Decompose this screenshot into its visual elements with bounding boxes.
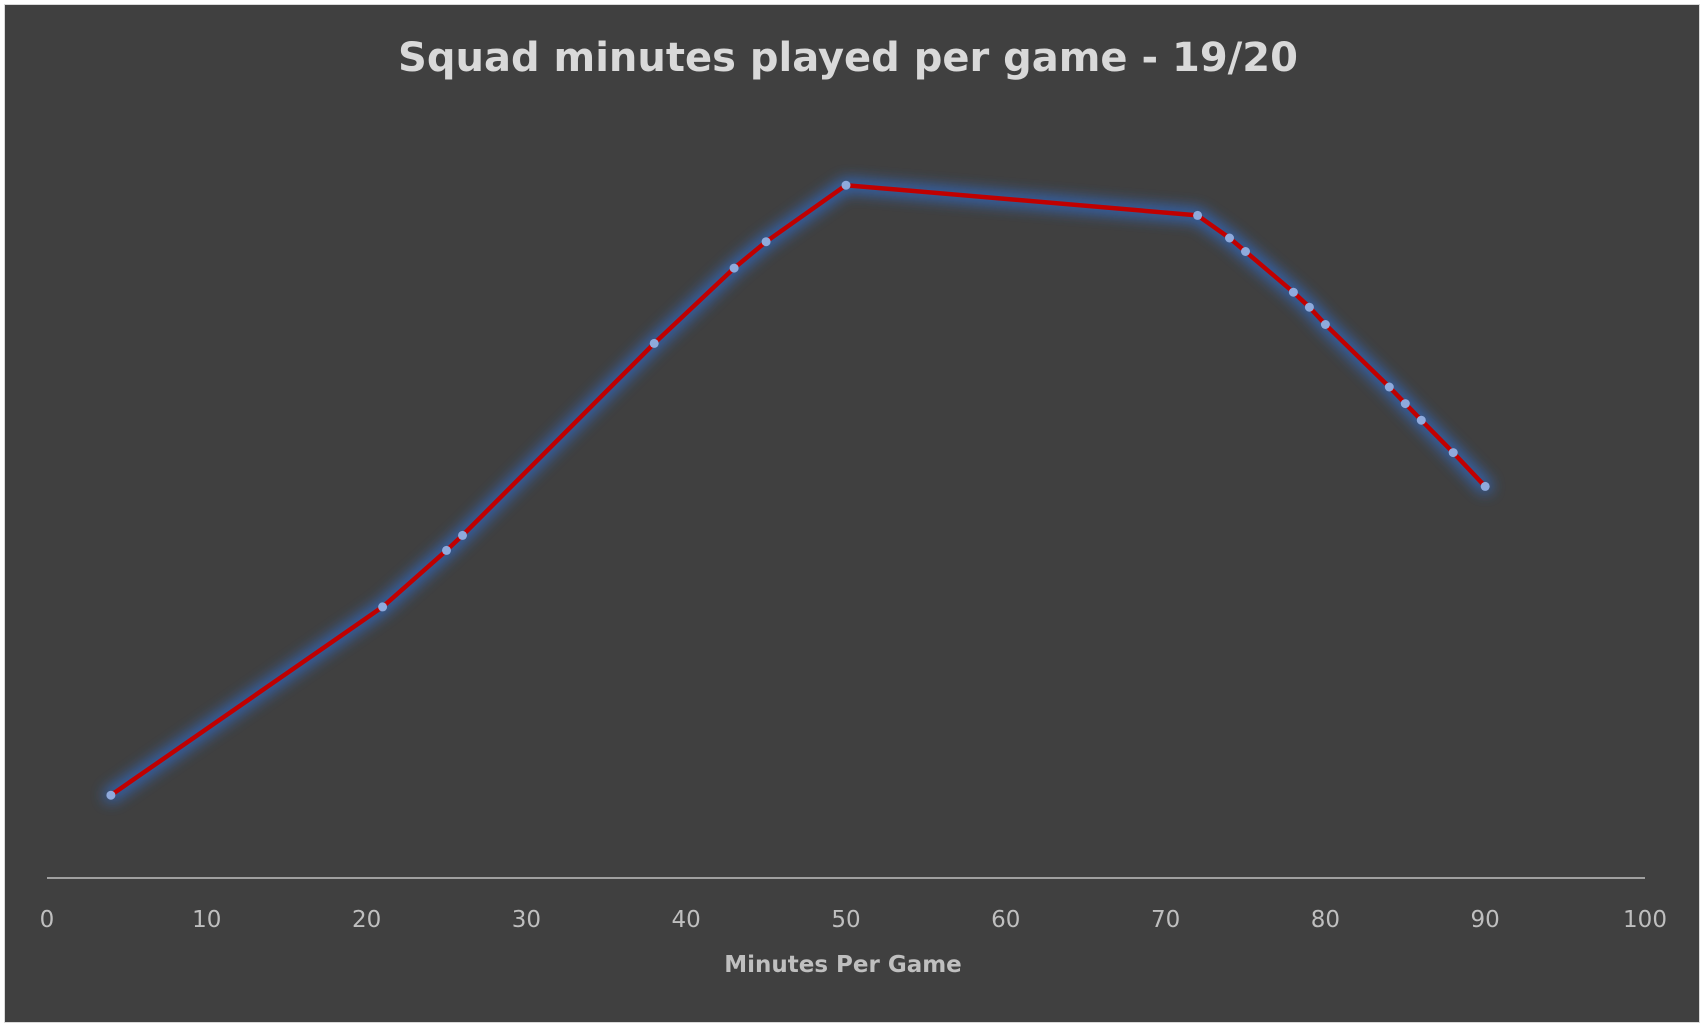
data-point <box>1400 399 1410 409</box>
data-point <box>378 602 388 612</box>
data-point <box>458 530 467 540</box>
data-points <box>106 180 1490 800</box>
x-axis-tick-labels: 0 10 20 30 40 50 60 70 80 90 100 <box>40 907 1667 933</box>
data-point <box>1288 287 1298 297</box>
x-tick-label: 100 <box>1623 907 1667 933</box>
line-glow <box>103 178 1493 803</box>
data-point <box>841 180 851 190</box>
data-point <box>649 338 659 348</box>
x-tick-label: 10 <box>192 907 221 933</box>
x-tick-label: 30 <box>512 907 541 933</box>
x-tick-label: 50 <box>831 907 860 933</box>
data-point <box>1193 210 1203 220</box>
data-point <box>1320 320 1330 329</box>
series-glow <box>103 178 1493 803</box>
x-tick-label: 90 <box>1471 907 1500 933</box>
data-point <box>106 790 116 800</box>
line-chart: Squad minutes played per game - 19/20 0 1… <box>40 35 1667 978</box>
data-point <box>1480 481 1490 491</box>
x-tick-label: 60 <box>991 907 1020 933</box>
data-point <box>1448 448 1458 458</box>
chart-area: Squad minutes played per game - 19/20 0 1… <box>4 4 1700 1023</box>
data-point <box>761 237 771 247</box>
x-axis-label: Minutes Per Game <box>724 952 962 978</box>
chart-title: Squad minutes played per game - 19/20 <box>398 35 1298 81</box>
data-point <box>729 263 739 273</box>
x-tick-label: 0 <box>40 907 55 933</box>
data-point <box>1384 382 1394 392</box>
data-point <box>1225 233 1234 243</box>
data-point <box>1304 302 1314 312</box>
data-point <box>1416 415 1426 425</box>
x-tick-label: 70 <box>1151 907 1180 933</box>
x-tick-label: 80 <box>1311 907 1340 933</box>
data-point <box>442 545 451 555</box>
x-tick-label: 20 <box>352 907 381 933</box>
data-point <box>1241 247 1250 256</box>
x-tick-label: 40 <box>672 907 701 933</box>
